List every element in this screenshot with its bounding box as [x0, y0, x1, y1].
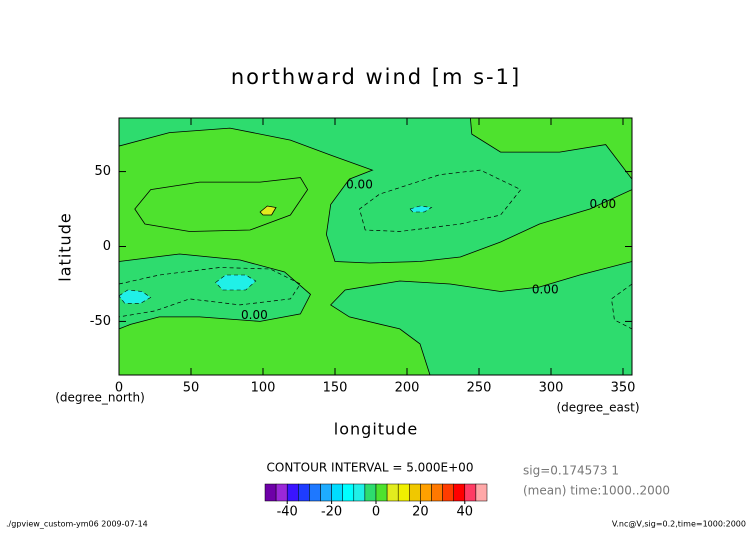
contour-region	[215, 274, 257, 291]
footer: ./gpview_custom-ym06 2009-07-14	[6, 520, 148, 529]
contour-region	[119, 118, 632, 264]
colorbar-box	[453, 483, 466, 502]
contour-region	[119, 253, 312, 330]
x-axis-label: longitude	[334, 420, 418, 439]
contour-region	[330, 261, 632, 375]
contour-region	[119, 289, 152, 304]
contour-label: 0.00	[346, 178, 373, 192]
footer: V.nc@V,sig=0.2,time=1000:2000	[612, 520, 746, 529]
y-tick-label: 50	[94, 164, 111, 179]
colorbar-box	[464, 483, 477, 502]
colorbar-box	[409, 483, 421, 502]
colorbar-box	[342, 483, 355, 502]
contour-interval: CONTOUR INTERVAL = 5.000E+00	[267, 461, 474, 475]
y-axis-unit: (degree_north)	[55, 391, 145, 405]
x-tick-label: 250	[467, 381, 492, 396]
colorbar-box	[309, 483, 321, 502]
colorbar-box	[475, 483, 488, 502]
colorbar-box	[442, 483, 454, 502]
note: sig=0.174573 1	[523, 464, 619, 478]
colorbar-box	[364, 483, 377, 502]
colorbar-label: 0	[372, 505, 380, 520]
colorbar-box	[331, 483, 343, 502]
colorbar-box	[431, 483, 443, 502]
contour-region	[409, 205, 433, 213]
y-axis-label: latitude	[56, 212, 75, 281]
colorbar-label: 40	[457, 505, 474, 520]
colorbar-box	[397, 483, 410, 502]
contour-region	[134, 177, 309, 232]
y-tick-label: 0	[103, 239, 111, 254]
colorbar-box	[420, 483, 432, 502]
chart-title: northward wind [m s-1]	[231, 65, 521, 89]
x-tick-label: 350	[611, 381, 636, 396]
colorbar-box	[375, 483, 388, 502]
x-tick-label: 300	[539, 381, 564, 396]
colorbar-box	[286, 483, 299, 502]
contour-line	[119, 267, 301, 318]
colorbar-box	[386, 483, 399, 502]
x-axis-unit: (degree_east)	[556, 401, 639, 415]
colorbar-box	[298, 483, 310, 502]
colorbar-box	[275, 483, 288, 502]
colorbar-label: 20	[412, 505, 429, 520]
contour-label: 0.00	[241, 308, 268, 322]
y-tick-label: -50	[90, 314, 111, 329]
x-tick-label: 100	[251, 381, 276, 396]
contour-label: 0.00	[589, 197, 616, 211]
note: (mean) time:1000..2000	[523, 484, 670, 498]
contour-line	[611, 283, 632, 330]
colorbar-box	[353, 483, 366, 502]
colorbar-label: -20	[321, 505, 342, 520]
x-tick-label: 50	[183, 381, 200, 396]
plot-area: 0.00 0.00 0.00 0.00	[119, 118, 632, 375]
colorbar-box	[320, 483, 332, 502]
contour-label: 0.00	[532, 282, 559, 296]
x-tick-label: 0	[115, 381, 123, 396]
colorbar-box	[264, 483, 277, 502]
contour-region	[259, 205, 277, 216]
x-tick-label: 200	[395, 381, 420, 396]
colorbar-label: -40	[277, 505, 298, 520]
x-tick-label: 150	[323, 381, 348, 396]
